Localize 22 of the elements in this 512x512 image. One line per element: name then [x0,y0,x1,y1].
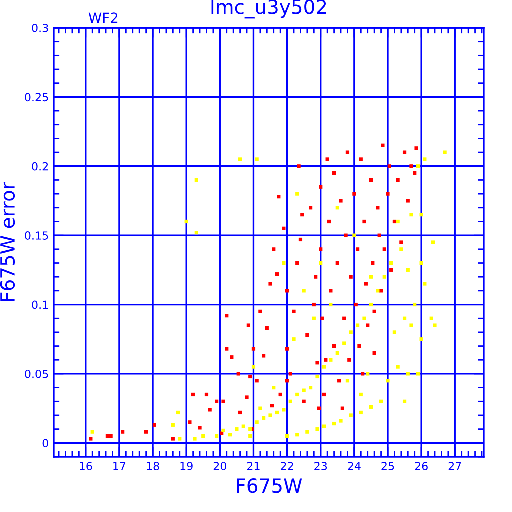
y-tick-label: 0.1 [32,300,48,310]
x-tick-label: 24 [348,462,361,470]
x-tick-label: 19 [180,462,193,470]
x-tick-label: 22 [281,462,294,470]
x-tick-label: 17 [114,462,126,470]
y-tick-label: 0.15 [25,232,48,240]
x-tick-label: 27 [448,462,462,470]
x-tick-label: 25 [382,462,394,470]
text: WF2 [88,12,118,23]
x-tick-label: 18 [147,462,160,470]
y-tick-label: 0.2 [32,162,48,171]
x-tick-label: 16 [80,462,92,470]
x-tick-label: 21 [247,462,260,470]
x-axis-title: F675W [237,478,302,494]
y-tick-label: 0.3 [32,24,48,32]
y-tick-label: 0.05 [25,370,48,378]
x-tick-label: 26 [415,462,428,470]
y-axis-title: F675W error [0,182,16,301]
x-tick-label: 20 [214,462,226,470]
y-tick-label: 0 [42,439,48,448]
x-tick-label: 23 [314,462,328,470]
y-tick-label: 0.25 [25,93,48,102]
